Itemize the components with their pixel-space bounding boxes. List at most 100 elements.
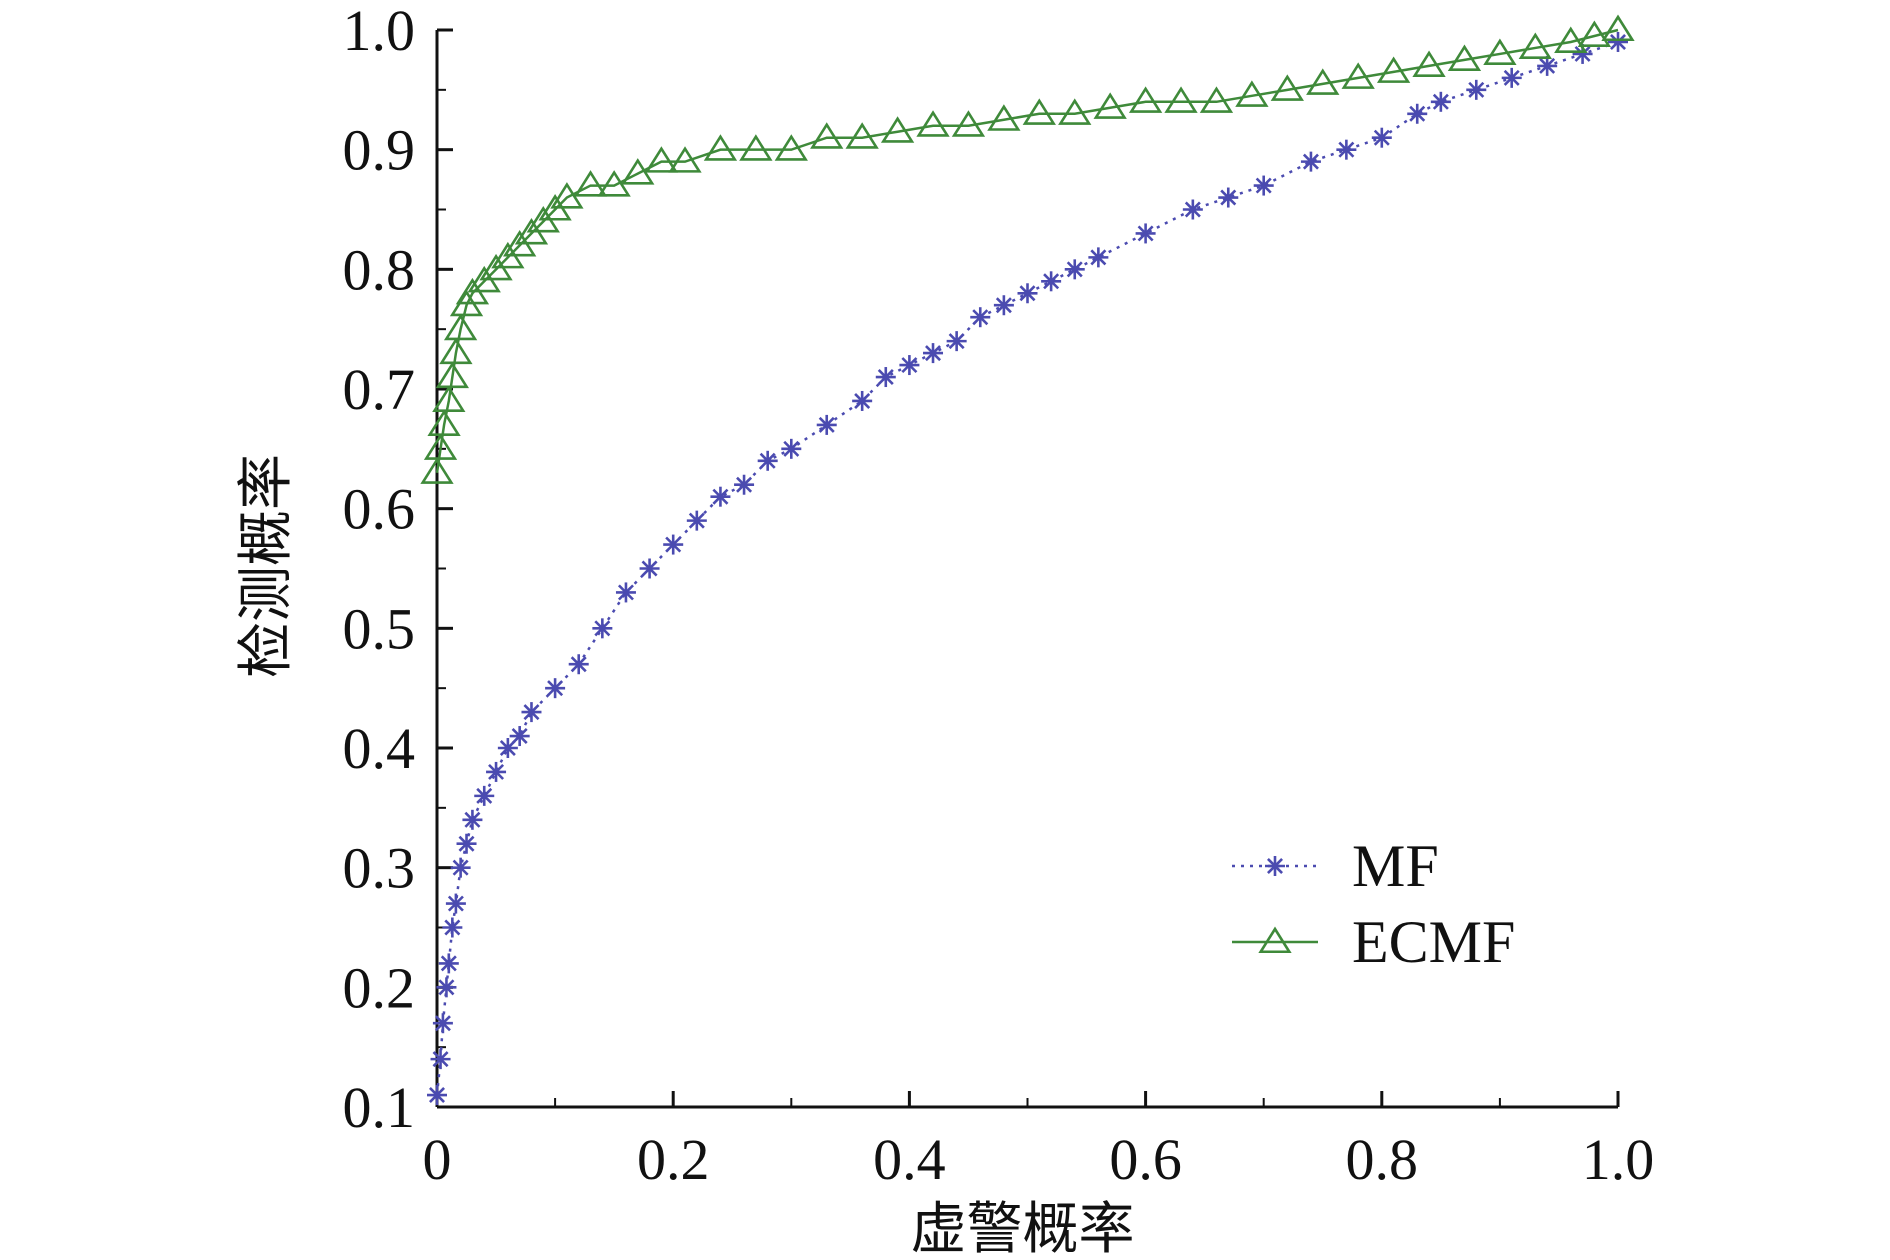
point-ecmf — [880, 116, 915, 143]
point-ecmf — [420, 457, 454, 484]
asterisk-stroke — [476, 787, 493, 804]
point-mf — [1300, 151, 1321, 172]
point-ecmf — [1577, 20, 1612, 48]
y-tick-label: 0.1 — [343, 1075, 416, 1140]
point-ecmf — [810, 122, 844, 149]
asterisk-stroke — [925, 345, 942, 362]
point-mf — [899, 355, 920, 376]
series-line-ecmf — [435, 28, 1619, 473]
asterisk-stroke — [1302, 153, 1319, 170]
asterisk-stroke — [1137, 225, 1154, 242]
legend-label-mf: MF — [1352, 833, 1439, 899]
asterisk-stroke — [1338, 141, 1355, 158]
asterisk-stroke — [1066, 261, 1083, 278]
point-mf — [816, 414, 837, 435]
y-tick-label: 0.3 — [343, 836, 416, 901]
x-tick-label: 0.2 — [637, 1127, 710, 1192]
point-ecmf — [916, 110, 950, 137]
asterisk-stroke — [1184, 201, 1201, 218]
point-mf — [430, 1049, 451, 1070]
y-tick-label: 1.0 — [343, 0, 416, 63]
series-mf — [427, 31, 1628, 1106]
point-mf — [1088, 247, 1109, 268]
point-ecmf — [597, 170, 631, 197]
point-mf — [474, 785, 495, 806]
point-ecmf — [987, 104, 1021, 131]
point-mf — [1407, 103, 1428, 124]
point-ecmf — [1128, 86, 1163, 113]
point-ecmf — [951, 110, 986, 137]
point-mf — [1430, 91, 1451, 112]
point-mf — [639, 558, 660, 579]
asterisk-stroke — [464, 811, 481, 828]
point-mf — [875, 367, 896, 388]
point-ecmf — [1199, 86, 1234, 113]
legend: MF ECMF — [1232, 833, 1515, 975]
point-mf — [757, 450, 778, 471]
point-ecmf — [1235, 80, 1269, 107]
asterisk-stroke — [641, 560, 658, 577]
legend-item-ecmf: ECMF — [1232, 909, 1515, 975]
legend-marker-ecmf — [1258, 926, 1292, 954]
point-mf — [734, 474, 755, 495]
asterisk-stroke — [444, 919, 461, 936]
asterisk-stroke — [1503, 69, 1520, 86]
asterisk-stroke — [948, 333, 965, 350]
x-tick-label: 0.6 — [1109, 1127, 1182, 1192]
asterisk-stroke — [736, 476, 753, 493]
asterisk-stroke — [1255, 177, 1272, 194]
point-ecmf — [621, 158, 655, 185]
point-mf — [521, 702, 542, 723]
x-axis-title: 虚警概率 — [911, 1197, 1135, 1260]
asterisk-stroke — [901, 357, 918, 374]
point-mf — [436, 977, 457, 998]
point-mf — [568, 654, 589, 675]
asterisk-stroke — [818, 416, 835, 433]
asterisk-stroke — [1043, 273, 1060, 290]
point-ecmf — [668, 146, 702, 173]
point-mf — [1608, 31, 1628, 52]
asterisk-stroke — [617, 584, 634, 601]
x-tick-label: 1.0 — [1582, 1127, 1655, 1192]
point-mf — [456, 833, 477, 854]
point-mf — [686, 510, 707, 531]
point-ecmf — [1093, 92, 1127, 119]
point-mf — [923, 343, 944, 364]
asterisk-stroke — [434, 1015, 451, 1032]
axes: 0.1 0.2 0.3 0.4 0.5 0.6 0.7 0.8 0.9 1.0 0 0.2 0.4 0.6… — [343, 0, 1655, 1192]
series-ecmf — [420, 14, 1635, 484]
point-mf — [781, 438, 802, 459]
y-tick-label: 0.8 — [343, 237, 416, 302]
asterisk-stroke — [1610, 33, 1626, 50]
asterisk-stroke — [995, 297, 1012, 314]
point-ecmf — [1341, 62, 1375, 89]
point-ecmf — [1164, 86, 1198, 113]
point-mf — [545, 678, 566, 699]
point-mf — [1537, 55, 1558, 76]
point-ecmf — [1518, 32, 1552, 60]
point-mf — [509, 726, 530, 747]
point-mf — [462, 809, 483, 830]
asterisk-stroke — [570, 656, 587, 673]
x-tick-label: 0.8 — [1346, 1127, 1419, 1192]
point-mf — [450, 857, 471, 878]
plot-series — [420, 14, 1635, 1106]
asterisk-stroke — [783, 440, 800, 457]
point-ecmf — [1376, 56, 1411, 83]
y-axis-title: 检测概率 — [234, 454, 299, 678]
asterisk-stroke — [447, 895, 464, 912]
asterisk-stroke — [759, 452, 776, 469]
asterisk-stroke — [499, 740, 516, 756]
point-mf — [1135, 223, 1156, 244]
point-mf — [970, 307, 991, 328]
point-mf — [1064, 259, 1085, 280]
asterisk-stroke — [1432, 93, 1449, 110]
point-ecmf — [1554, 26, 1588, 54]
point-ecmf — [703, 134, 738, 161]
y-tick-label: 0.4 — [343, 716, 416, 781]
point-mf — [592, 618, 613, 639]
point-mf — [1501, 67, 1522, 88]
point-mf — [1218, 187, 1239, 208]
y-tick-label: 0.9 — [343, 118, 416, 183]
point-ecmf — [739, 134, 773, 161]
